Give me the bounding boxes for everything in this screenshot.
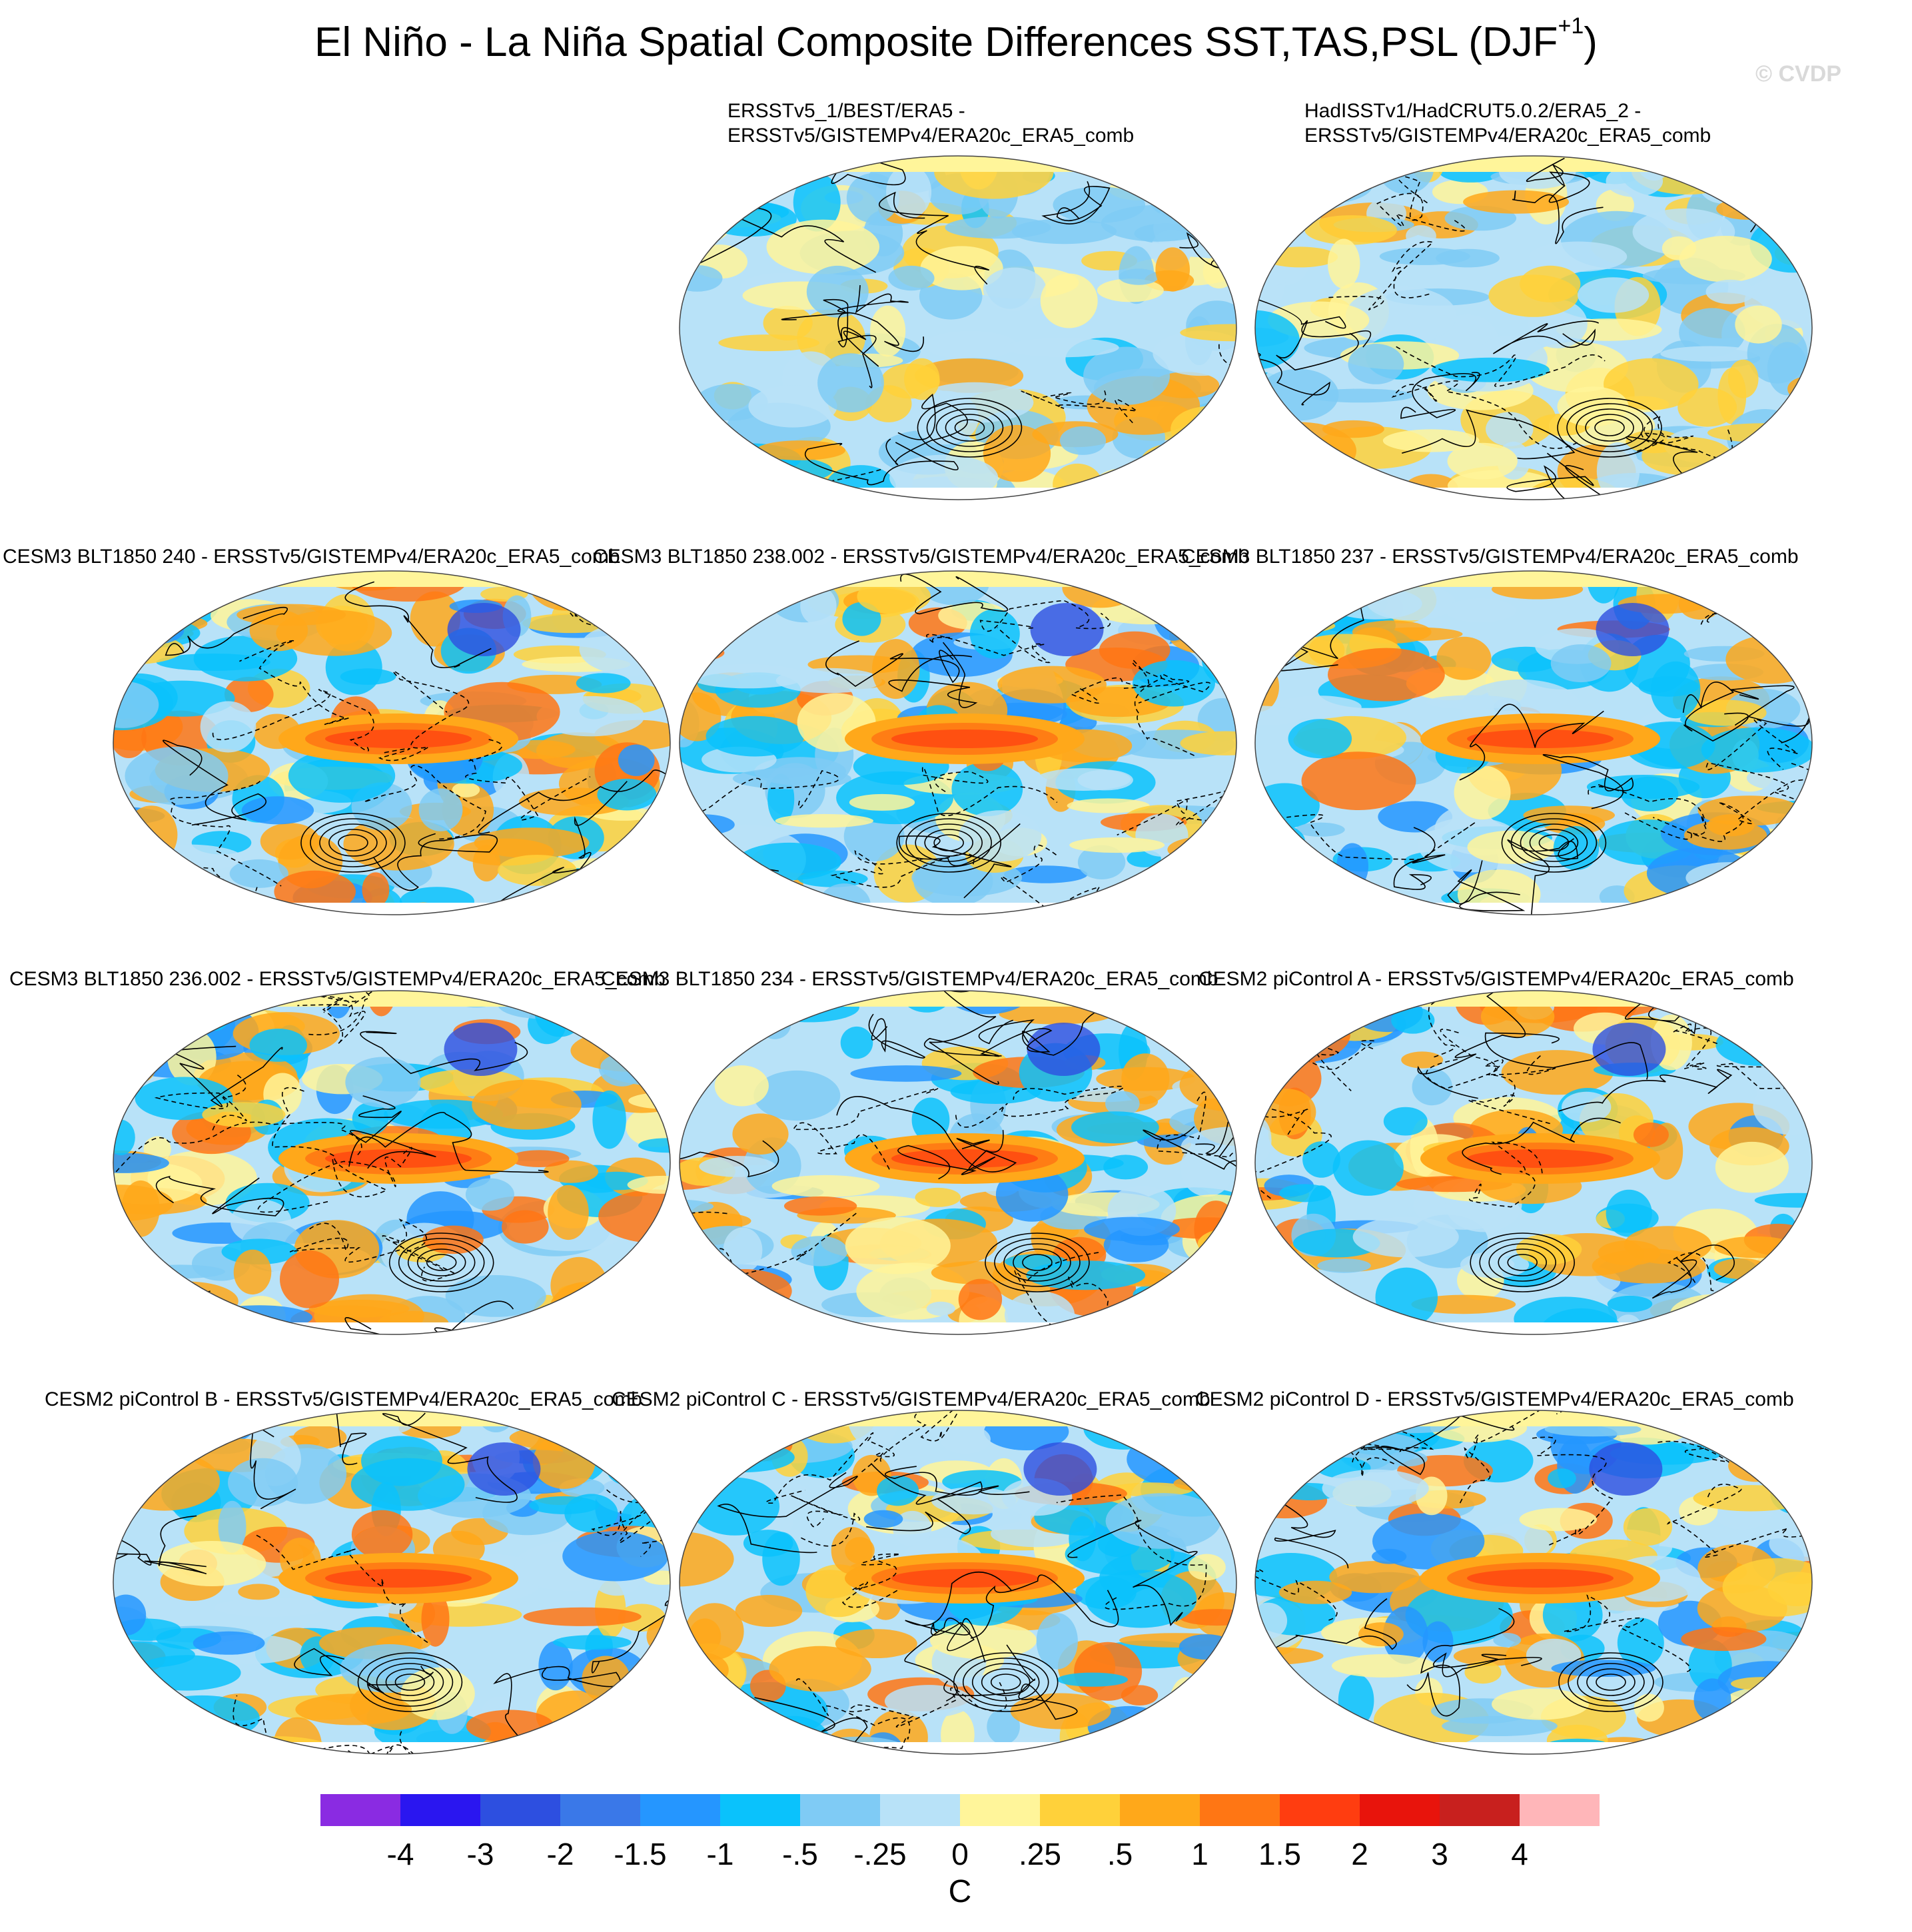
colorbar-tick-label: -.5 [782, 1837, 818, 1871]
panel-title-line: CESM2 piControl D - ERSSTv5/GISTEMPv4/ER… [1195, 1388, 1794, 1410]
colorbar-swatch [1520, 1794, 1600, 1826]
panel-title-pcD: CESM2 piControl D - ERSSTv5/GISTEMPv4/ER… [1195, 1387, 1794, 1412]
panel-title-line: ERSSTv5/GISTEMPv4/ERA20c_ERA5_comb [727, 125, 1135, 147]
colorbar-swatch [1280, 1794, 1360, 1826]
map-pcB [113, 1410, 671, 1755]
map-m240 [113, 570, 671, 915]
panel-title-line: CESM2 piControl B - ERSSTv5/GISTEMPv4/ER… [45, 1388, 642, 1410]
colorbar-swatch [960, 1794, 1040, 1826]
colorbar-swatch [1360, 1794, 1440, 1826]
panel-title-m238: CESM3 BLT1850 238.002 - ERSSTv5/GISTEMPv… [593, 544, 1249, 569]
map-obs2 [1254, 155, 1813, 500]
colorbar-swatch [320, 1794, 400, 1826]
map-pcA [1254, 990, 1813, 1335]
panel-title-line: CESM2 piControl C - ERSSTv5/GISTEMPv4/ER… [612, 1388, 1210, 1410]
colorbar-swatch [720, 1794, 800, 1826]
panel-title-obs2: HadISSTv1/HadCRUT5.0.2/ERA5_2 - ERSSTv5/G… [1304, 99, 1711, 148]
panel-title-pcC: CESM2 piControl C - ERSSTv5/GISTEMPv4/ER… [612, 1387, 1210, 1412]
panel-title-m237: CESM3 BLT1850 237 - ERSSTv5/GISTEMPv4/ER… [1181, 544, 1799, 569]
colorbar-tick-label: 0 [951, 1837, 969, 1871]
panel-title-pcB: CESM2 piControl B - ERSSTv5/GISTEMPv4/ER… [45, 1387, 642, 1412]
figure-title: El Niño - La Niña Spatial Composite Diff… [314, 13, 1598, 65]
panel-title-m234: CESM3 BLT1850 234 - ERSSTv5/GISTEMPv4/ER… [601, 967, 1218, 991]
colorbar-tick-label: 2 [1351, 1837, 1368, 1871]
panel-title-line: CESM3 BLT1850 236.002 - ERSSTv5/GISTEMPv… [9, 968, 666, 990]
panel-title-line: CESM3 BLT1850 240 - ERSSTv5/GISTEMPv4/ER… [3, 546, 620, 568]
colorbar-swatch [1040, 1794, 1120, 1826]
map-m238 [679, 570, 1237, 915]
colorbar-tick-label: -.25 [853, 1837, 906, 1871]
panel-title-line: CESM3 BLT1850 237 - ERSSTv5/GISTEMPv4/ER… [1181, 546, 1799, 568]
colorbar-tick-label: 4 [1511, 1837, 1528, 1871]
map-pcC [679, 1410, 1237, 1755]
colorbar-swatch [1200, 1794, 1280, 1826]
panel-title-line: ERSSTv5/GISTEMPv4/ERA20c_ERA5_comb [1304, 125, 1711, 147]
colorbar-swatch [560, 1794, 640, 1826]
panel-title-line: CESM3 BLT1850 238.002 - ERSSTv5/GISTEMPv… [593, 546, 1249, 568]
colorbar-swatch [880, 1794, 960, 1826]
colorbar-swatch [1120, 1794, 1200, 1826]
panel-title-line: CESM3 BLT1850 234 - ERSSTv5/GISTEMPv4/ER… [601, 968, 1218, 990]
panel-title-m236: CESM3 BLT1850 236.002 - ERSSTv5/GISTEMPv… [9, 967, 666, 991]
map-pcD [1254, 1410, 1813, 1755]
colorbar-swatch [480, 1794, 560, 1826]
colorbar-tick-label: -1.5 [614, 1837, 666, 1871]
colorbar-swatch [640, 1794, 720, 1826]
colorbar-tick-label: -4 [387, 1837, 414, 1871]
colorbar-swatch [1440, 1794, 1520, 1826]
colorbar-swatch [800, 1794, 880, 1826]
panel-title-line: ERSSTv5_1/BEST/ERA5 - [727, 100, 965, 122]
colorbar-unit-label: C [949, 1874, 972, 1909]
cvdp-watermark: © CVDP [1755, 61, 1841, 87]
colorbar-tick-label: -2 [547, 1837, 574, 1871]
colorbar-tick-label: 3 [1431, 1837, 1448, 1871]
panel-title-line: CESM2 piControl A - ERSSTv5/GISTEMPv4/ER… [1198, 968, 1794, 990]
colorbar-tick-label: 1.5 [1258, 1837, 1301, 1871]
panel-title-pcA: CESM2 piControl A - ERSSTv5/GISTEMPv4/ER… [1198, 967, 1794, 991]
colorbar-tick-label: .25 [1019, 1837, 1061, 1871]
panel-title-line: HadISSTv1/HadCRUT5.0.2/ERA5_2 - [1304, 100, 1642, 122]
colorbar-tick-label: -1 [707, 1837, 734, 1871]
colorbar-swatch [400, 1794, 480, 1826]
map-m234 [679, 990, 1237, 1335]
map-m237 [1254, 570, 1813, 915]
colorbar-tick-label: -3 [467, 1837, 494, 1871]
panel-title-m240: CESM3 BLT1850 240 - ERSSTv5/GISTEMPv4/ER… [3, 544, 620, 569]
colorbar-tick-label: .5 [1107, 1837, 1133, 1871]
panel-title-obs1: ERSSTv5_1/BEST/ERA5 - ERSSTv5/GISTEMPv4/E… [727, 99, 1134, 148]
map-m236 [113, 990, 671, 1335]
map-obs1 [679, 155, 1237, 500]
colorbar-tick-label: 1 [1191, 1837, 1208, 1871]
